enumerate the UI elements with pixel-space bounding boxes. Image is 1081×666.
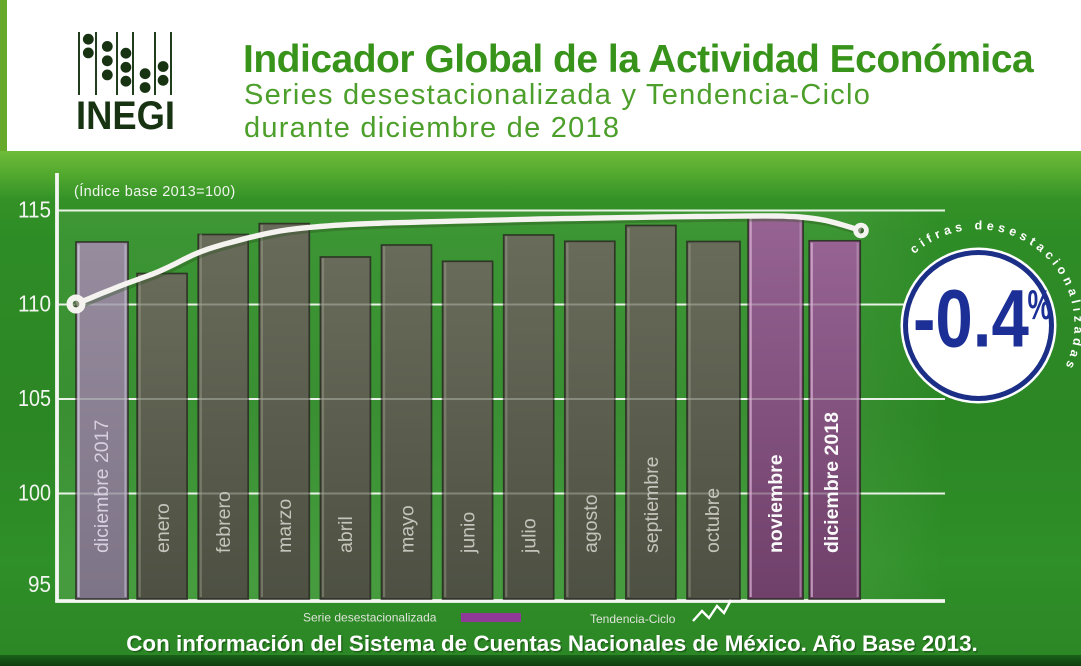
svg-text:Con información del Sistema de: Con información del Sistema de Cuentas N… bbox=[126, 631, 978, 656]
svg-text:octubre: octubre bbox=[702, 488, 724, 553]
svg-text:julio: julio bbox=[519, 518, 541, 554]
svg-text:agosto: agosto bbox=[580, 494, 602, 553]
svg-text:110: 110 bbox=[18, 291, 51, 317]
svg-text:noviembre: noviembre bbox=[765, 454, 787, 553]
svg-text:septiembre: septiembre bbox=[641, 457, 663, 553]
svg-text:febrero: febrero bbox=[213, 491, 235, 553]
svg-text:-0.4: -0.4 bbox=[913, 272, 1029, 364]
svg-text:abril: abril bbox=[335, 516, 357, 553]
svg-text:INEGI: INEGI bbox=[76, 94, 175, 138]
svg-text:diciembre 2017: diciembre 2017 bbox=[91, 420, 113, 553]
svg-text:Serie desestacionalizada: Serie desestacionalizada bbox=[303, 611, 437, 625]
svg-text:marzo: marzo bbox=[274, 499, 296, 553]
svg-text:Con información del Sistema de: Con información del Sistema de Cuentas N… bbox=[128, 633, 980, 658]
svg-text:junio: junio bbox=[458, 512, 480, 554]
svg-text:Tendencia-Ciclo: Tendencia-Ciclo bbox=[590, 612, 676, 626]
svg-text:(Índice base 2013=100): (Índice base 2013=100) bbox=[74, 183, 236, 200]
svg-text:105: 105 bbox=[18, 385, 51, 411]
svg-text:enero: enero bbox=[152, 503, 174, 553]
svg-text:diciembre 2018: diciembre 2018 bbox=[821, 412, 843, 553]
svg-text:mayo: mayo bbox=[397, 505, 419, 553]
svg-text:%: % bbox=[1028, 282, 1052, 328]
svg-text:95: 95 bbox=[28, 571, 51, 597]
svg-text:100: 100 bbox=[18, 480, 51, 506]
svg-text:115: 115 bbox=[18, 197, 51, 223]
